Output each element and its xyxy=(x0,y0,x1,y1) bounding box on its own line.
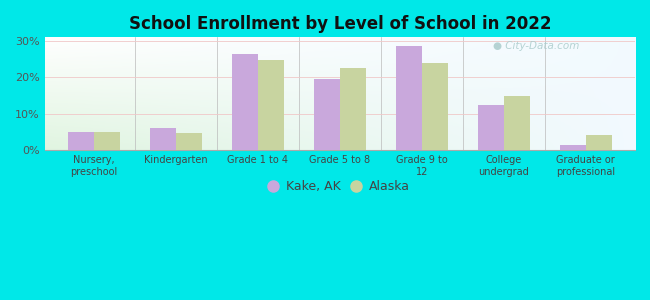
Bar xyxy=(150,128,176,150)
Bar xyxy=(560,145,586,150)
Bar xyxy=(504,96,530,150)
Legend: Kake, AK, Alaska: Kake, AK, Alaska xyxy=(265,176,415,198)
Bar xyxy=(586,135,612,150)
Bar xyxy=(68,132,94,150)
Bar xyxy=(176,133,202,150)
Bar xyxy=(231,54,258,150)
Bar xyxy=(422,63,448,150)
Title: School Enrollment by Level of School in 2022: School Enrollment by Level of School in … xyxy=(129,15,551,33)
Bar xyxy=(396,46,422,150)
Text: ● City-Data.com: ● City-Data.com xyxy=(493,41,580,51)
Bar xyxy=(340,68,366,150)
Bar xyxy=(313,79,340,150)
Bar xyxy=(94,132,120,150)
Bar xyxy=(258,60,284,150)
Bar xyxy=(478,105,504,150)
